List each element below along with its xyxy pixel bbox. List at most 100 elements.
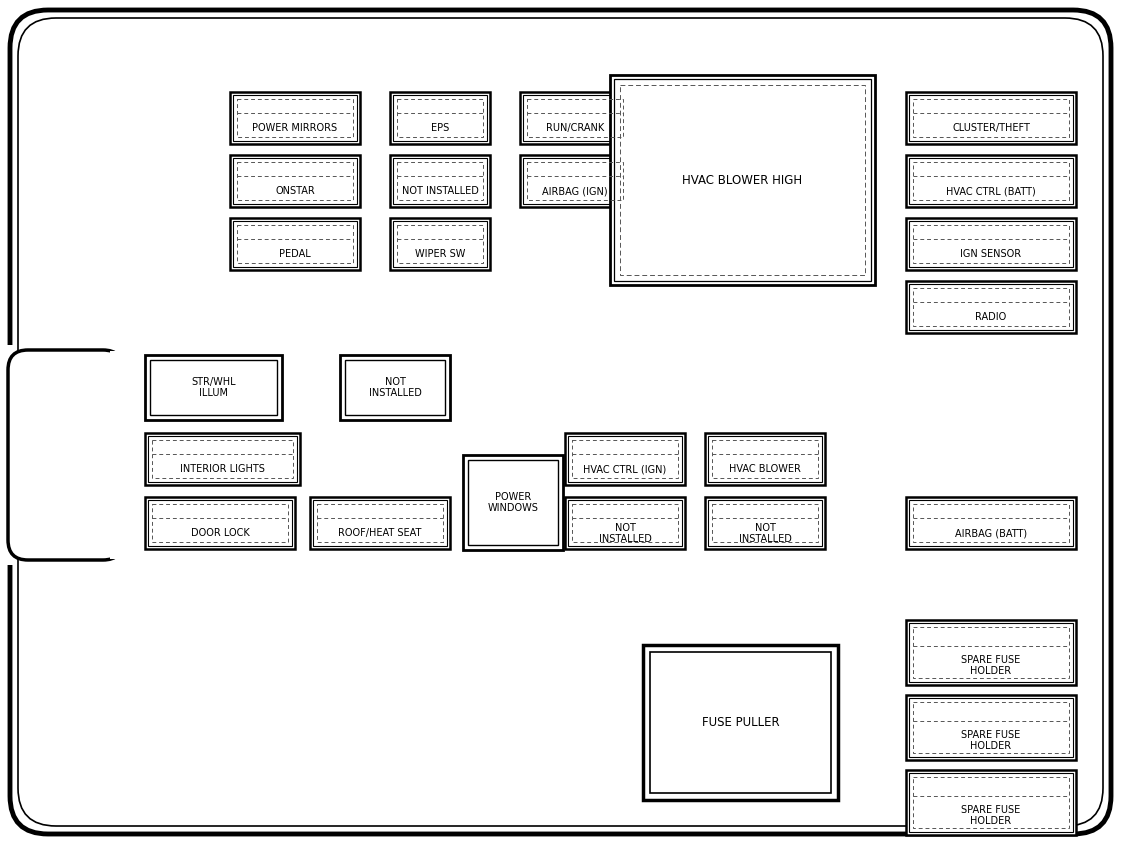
Bar	[527, 99, 623, 137]
Bar	[909, 158, 1073, 204]
Bar	[565, 433, 685, 485]
Text: ONSTAR: ONSTAR	[275, 187, 315, 197]
Bar	[650, 652, 831, 793]
Bar	[708, 436, 822, 482]
Text: AIRBAG (IGN): AIRBAG (IGN)	[543, 187, 608, 197]
Bar	[712, 504, 818, 542]
Bar	[233, 158, 356, 204]
Text: NOT
INSTALLED: NOT INSTALLED	[369, 376, 421, 398]
Bar	[345, 360, 445, 415]
Bar	[906, 695, 1076, 760]
Bar	[393, 158, 487, 204]
Bar	[520, 155, 630, 207]
Bar	[909, 698, 1073, 757]
Text: NOT
INSTALLED: NOT INSTALLED	[599, 522, 651, 544]
Text: SPARE FUSE
HOLDER: SPARE FUSE HOLDER	[962, 804, 1020, 826]
Bar	[145, 355, 282, 420]
Text: DOOR LOCK: DOOR LOCK	[191, 528, 249, 538]
Bar	[0, 345, 15, 565]
Bar	[705, 433, 825, 485]
Bar	[912, 702, 1069, 753]
Bar	[708, 500, 822, 546]
Bar	[145, 497, 295, 549]
Bar	[909, 95, 1073, 141]
Text: AIRBAG (BATT): AIRBAG (BATT)	[955, 528, 1027, 538]
Bar	[572, 504, 678, 542]
Text: POWER MIRRORS: POWER MIRRORS	[252, 123, 337, 133]
Bar	[912, 777, 1069, 828]
Text: RUN/CRANK: RUN/CRANK	[546, 123, 604, 133]
Bar	[467, 460, 558, 545]
Bar	[712, 440, 818, 478]
Bar	[237, 99, 353, 137]
Bar	[912, 99, 1069, 137]
Bar	[912, 504, 1069, 542]
Text: CLUSTER/THEFT: CLUSTER/THEFT	[952, 123, 1030, 133]
Bar	[524, 158, 627, 204]
Text: HVAC BLOWER: HVAC BLOWER	[729, 464, 800, 474]
Bar	[390, 155, 490, 207]
FancyBboxPatch shape	[10, 10, 1111, 834]
Text: FUSE PULLER: FUSE PULLER	[702, 716, 779, 729]
Bar	[393, 95, 487, 141]
Text: HVAC CTRL (IGN): HVAC CTRL (IGN)	[583, 464, 667, 474]
Bar	[906, 218, 1076, 270]
Text: NOT INSTALLED: NOT INSTALLED	[401, 187, 479, 197]
Bar	[340, 355, 450, 420]
Bar	[317, 504, 443, 542]
Text: SPARE FUSE
HOLDER: SPARE FUSE HOLDER	[962, 730, 1020, 751]
Bar	[524, 95, 627, 141]
Text: STR/WHL
ILLUM: STR/WHL ILLUM	[192, 376, 235, 398]
Text: WIPER SW: WIPER SW	[415, 249, 465, 259]
Bar	[912, 225, 1069, 263]
Bar	[152, 440, 293, 478]
Bar	[237, 225, 353, 263]
Bar	[705, 497, 825, 549]
Bar	[643, 645, 839, 800]
Bar	[397, 162, 483, 200]
Bar	[230, 218, 360, 270]
Bar	[906, 497, 1076, 549]
Bar	[148, 500, 291, 546]
Bar	[237, 162, 353, 200]
Bar	[110, 351, 130, 559]
Bar	[148, 436, 297, 482]
Bar	[390, 218, 490, 270]
Bar	[145, 433, 300, 485]
Bar	[909, 623, 1073, 682]
Bar	[620, 85, 865, 275]
Text: SPARE FUSE
HOLDER: SPARE FUSE HOLDER	[962, 655, 1020, 676]
Bar	[912, 162, 1069, 200]
Text: NOT
INSTALLED: NOT INSTALLED	[739, 522, 791, 544]
Bar	[909, 284, 1073, 330]
Bar	[311, 497, 450, 549]
Text: EPS: EPS	[430, 123, 450, 133]
Text: HVAC BLOWER HIGH: HVAC BLOWER HIGH	[683, 174, 803, 187]
Bar	[906, 281, 1076, 333]
Bar	[233, 221, 356, 267]
Bar	[463, 455, 563, 550]
Bar	[233, 95, 356, 141]
Bar	[393, 221, 487, 267]
Text: PEDAL: PEDAL	[279, 249, 311, 259]
Bar	[568, 436, 682, 482]
Text: HVAC CTRL (BATT): HVAC CTRL (BATT)	[946, 187, 1036, 197]
Text: IGN SENSOR: IGN SENSOR	[961, 249, 1021, 259]
FancyBboxPatch shape	[8, 350, 123, 560]
Bar	[397, 225, 483, 263]
Bar	[909, 500, 1073, 546]
Bar	[906, 92, 1076, 144]
Bar	[568, 500, 682, 546]
Text: ROOF/HEAT SEAT: ROOF/HEAT SEAT	[339, 528, 421, 538]
Bar	[909, 773, 1073, 832]
Bar	[152, 504, 288, 542]
Bar	[390, 92, 490, 144]
Bar	[313, 500, 447, 546]
Bar	[565, 497, 685, 549]
Bar	[230, 92, 360, 144]
Text: INTERIOR LIGHTS: INTERIOR LIGHTS	[180, 464, 265, 474]
Bar	[909, 221, 1073, 267]
Bar	[520, 92, 630, 144]
Bar	[572, 440, 678, 478]
Bar	[614, 79, 871, 281]
